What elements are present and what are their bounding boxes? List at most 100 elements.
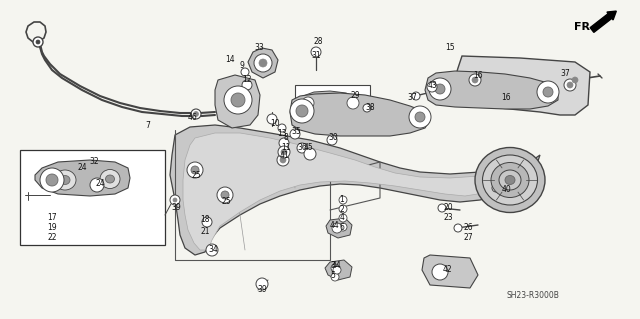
Text: 6: 6: [340, 222, 344, 232]
Text: 19: 19: [47, 224, 57, 233]
Text: 28: 28: [313, 38, 323, 47]
Text: 14: 14: [225, 56, 235, 64]
Polygon shape: [422, 255, 478, 288]
Ellipse shape: [475, 147, 545, 212]
Polygon shape: [248, 48, 278, 78]
Circle shape: [242, 80, 252, 90]
Circle shape: [332, 223, 342, 233]
Text: 1: 1: [340, 196, 344, 204]
Circle shape: [438, 204, 446, 212]
Circle shape: [221, 191, 229, 199]
Circle shape: [339, 196, 347, 204]
Circle shape: [40, 168, 64, 192]
Text: 24: 24: [77, 164, 87, 173]
Ellipse shape: [60, 175, 70, 184]
Circle shape: [290, 129, 300, 139]
Ellipse shape: [505, 175, 515, 184]
Text: 36: 36: [297, 144, 307, 152]
Text: 22: 22: [47, 234, 57, 242]
Circle shape: [254, 54, 272, 72]
Text: 41: 41: [279, 152, 289, 160]
Circle shape: [277, 154, 289, 166]
Text: 21: 21: [200, 226, 210, 235]
Circle shape: [412, 92, 420, 100]
Text: 13: 13: [277, 129, 287, 137]
Circle shape: [339, 223, 347, 231]
Circle shape: [209, 247, 215, 253]
Ellipse shape: [483, 155, 538, 205]
Circle shape: [333, 266, 341, 274]
Text: 5: 5: [331, 271, 335, 279]
Circle shape: [331, 273, 339, 281]
Polygon shape: [170, 125, 540, 255]
Circle shape: [302, 97, 314, 109]
Text: 30: 30: [328, 133, 338, 143]
Text: 37: 37: [407, 93, 417, 101]
Circle shape: [564, 79, 576, 91]
Text: 3: 3: [331, 262, 335, 271]
Polygon shape: [35, 160, 130, 196]
Text: 24: 24: [95, 180, 105, 189]
Circle shape: [279, 138, 289, 148]
Ellipse shape: [100, 169, 120, 189]
Ellipse shape: [491, 162, 529, 197]
Text: 7: 7: [145, 122, 150, 130]
Circle shape: [543, 87, 553, 97]
Circle shape: [311, 47, 321, 57]
Text: 32: 32: [89, 158, 99, 167]
Circle shape: [278, 124, 286, 132]
Text: 42: 42: [442, 265, 452, 275]
Text: 44: 44: [332, 261, 342, 270]
Text: 20: 20: [443, 203, 453, 211]
Circle shape: [170, 195, 180, 205]
Text: 16: 16: [473, 70, 483, 79]
Circle shape: [191, 166, 199, 174]
Text: 25: 25: [221, 197, 231, 205]
Circle shape: [278, 146, 290, 158]
Circle shape: [339, 214, 347, 222]
Polygon shape: [326, 218, 352, 238]
Circle shape: [429, 78, 451, 100]
Circle shape: [492, 184, 500, 192]
Polygon shape: [425, 71, 558, 109]
Text: 2: 2: [340, 204, 344, 213]
Circle shape: [469, 74, 481, 86]
Text: 18: 18: [200, 216, 210, 225]
Text: 16: 16: [501, 93, 511, 101]
Text: 29: 29: [350, 91, 360, 100]
Circle shape: [281, 149, 287, 155]
Circle shape: [231, 93, 245, 107]
Circle shape: [187, 162, 203, 178]
Circle shape: [33, 37, 43, 47]
Bar: [295, 85, 370, 123]
Circle shape: [297, 143, 307, 153]
Circle shape: [415, 112, 425, 122]
Circle shape: [304, 148, 316, 160]
Ellipse shape: [499, 170, 521, 190]
Circle shape: [567, 82, 573, 88]
Circle shape: [191, 109, 201, 119]
Text: 8: 8: [284, 133, 289, 143]
Circle shape: [339, 205, 347, 213]
Text: 34: 34: [208, 244, 218, 254]
Circle shape: [193, 112, 198, 116]
Circle shape: [427, 82, 437, 92]
Circle shape: [224, 86, 252, 114]
Circle shape: [206, 244, 218, 256]
Polygon shape: [325, 260, 352, 280]
Circle shape: [331, 264, 339, 272]
Text: FR.: FR.: [574, 22, 595, 32]
Circle shape: [409, 106, 431, 128]
Circle shape: [290, 99, 314, 123]
Circle shape: [296, 105, 308, 117]
Text: 40: 40: [501, 184, 511, 194]
Ellipse shape: [54, 170, 76, 190]
Circle shape: [202, 217, 212, 227]
Circle shape: [36, 40, 40, 44]
Text: 39: 39: [257, 285, 267, 293]
Polygon shape: [455, 56, 590, 115]
Text: 26: 26: [463, 222, 473, 232]
Circle shape: [347, 97, 359, 109]
Polygon shape: [290, 93, 430, 136]
Text: 15: 15: [445, 43, 455, 53]
